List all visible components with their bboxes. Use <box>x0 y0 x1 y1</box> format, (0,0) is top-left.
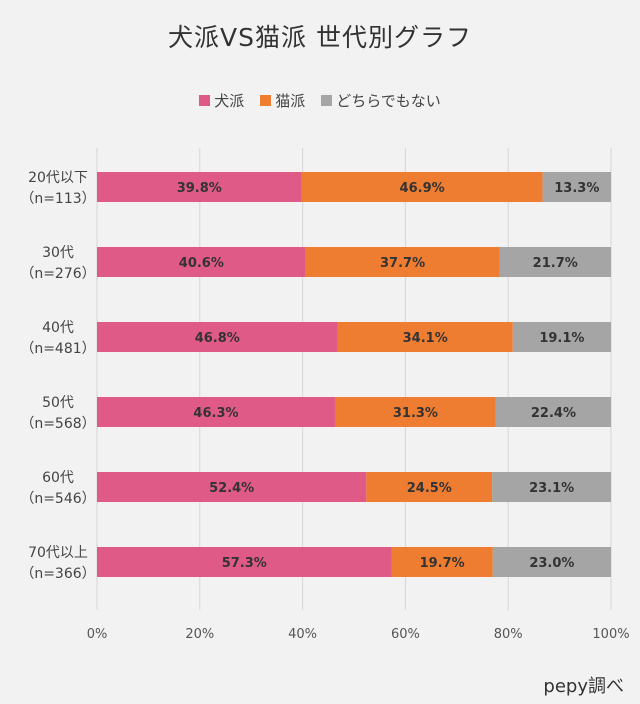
x-tick-label: 20% <box>185 627 214 642</box>
bar-segment <box>337 322 513 352</box>
x-tick-label: 0% <box>87 627 108 642</box>
category-label: （n=113） <box>20 191 95 207</box>
category-label: 50代 <box>42 395 74 411</box>
bar-segment <box>492 547 611 577</box>
bar-segment <box>366 472 493 502</box>
legend-swatch <box>321 95 333 106</box>
x-tick-label: 100% <box>592 627 629 642</box>
bar-segment <box>97 172 302 202</box>
x-tick-label: 60% <box>391 627 420 642</box>
category-label: 30代 <box>42 245 74 261</box>
category-label: 40代 <box>42 320 74 336</box>
data-label: 40.6% <box>179 256 224 271</box>
chart-title: 犬派VS猫派 世代別グラフ <box>168 23 472 52</box>
data-label: 46.3% <box>193 406 238 421</box>
data-label: 46.9% <box>400 181 445 196</box>
bar-segment <box>495 397 611 427</box>
legend-swatch <box>260 95 272 106</box>
legend-label: 猫派 <box>275 92 306 110</box>
legend-entry: 猫派 <box>260 90 305 111</box>
data-label: 22.4% <box>531 406 576 421</box>
source-note: pepy調べ <box>543 676 624 697</box>
bar-segment <box>301 172 543 202</box>
data-label: 31.3% <box>393 406 438 421</box>
data-label: 21.7% <box>533 256 578 271</box>
category-label: （n=276） <box>20 266 95 282</box>
bar-segment <box>97 322 338 352</box>
legend-entry: 犬派 <box>199 90 244 111</box>
data-label: 37.7% <box>380 256 425 271</box>
bar-segment <box>305 247 500 277</box>
category-label: 20代以下 <box>28 170 88 186</box>
category-label: （n=366） <box>20 566 95 582</box>
category-label: （n=568） <box>20 416 95 432</box>
data-label: 23.1% <box>529 481 574 496</box>
data-label: 39.8% <box>177 181 222 196</box>
category-label: 70代以上 <box>28 545 88 561</box>
data-label: 52.4% <box>209 481 254 496</box>
data-label: 19.1% <box>539 331 584 346</box>
data-label: 57.3% <box>222 556 267 571</box>
legend-swatch <box>199 95 211 106</box>
bar-segment <box>512 322 611 352</box>
category-label: 60代 <box>42 470 74 486</box>
x-tick-label: 80% <box>494 627 523 642</box>
category-label: （n=546） <box>20 491 95 507</box>
data-label: 34.1% <box>403 331 448 346</box>
data-label: 19.7% <box>420 556 465 571</box>
data-label: 23.0% <box>529 556 574 571</box>
bar-segment <box>97 472 367 502</box>
bar-segment <box>97 547 392 577</box>
chart-legend: 犬派 猫派 どちらでもない <box>0 90 640 111</box>
legend-label: 犬派 <box>214 92 245 110</box>
bar-segment <box>492 472 611 502</box>
bar-segment <box>542 172 611 202</box>
data-label: 13.3% <box>554 181 599 196</box>
legend-label: どちらでもない <box>336 92 441 110</box>
bar-segment <box>97 247 306 277</box>
bar-segment <box>391 547 493 577</box>
bar-segment <box>97 397 335 427</box>
bar-segment <box>334 397 496 427</box>
category-label: （n=481） <box>20 341 95 357</box>
x-tick-label: 40% <box>288 627 317 642</box>
bar-segment <box>499 247 611 277</box>
legend-entry: どちらでもない <box>321 90 441 111</box>
data-label: 46.8% <box>195 331 240 346</box>
data-label: 24.5% <box>407 481 452 496</box>
